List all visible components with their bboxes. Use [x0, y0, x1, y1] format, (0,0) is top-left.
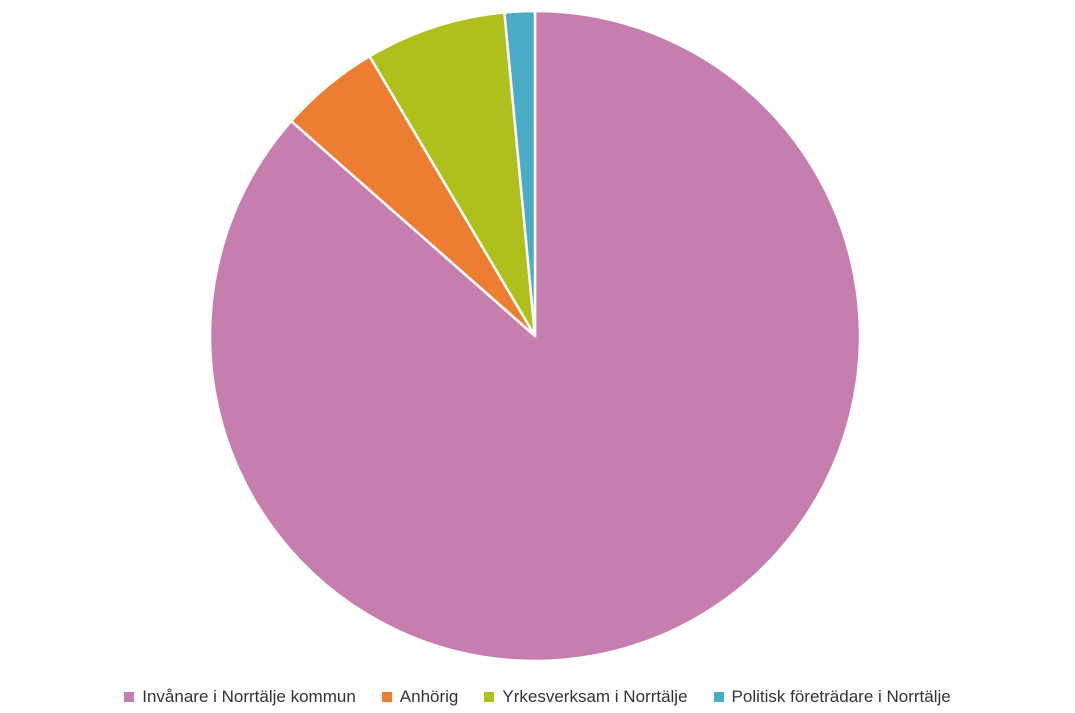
pie-slice-3	[368, 11, 537, 338]
pie-chart-svg	[208, 9, 862, 663]
legend-label: Yrkesverksam i Norrtälje	[502, 687, 688, 706]
pie-chart	[208, 9, 862, 663]
legend-label: Anhörig	[399, 687, 459, 706]
legend-swatch	[381, 692, 392, 702]
legend-item-1: Invånare i Norrtälje kommun	[124, 687, 356, 707]
legend-item-3: Yrkesverksam i Norrtälje	[484, 687, 688, 707]
legend-swatch	[713, 692, 724, 702]
pie-slice-4	[503, 9, 537, 338]
legend-label: Politisk företrädare i Norrtälje	[731, 687, 951, 706]
chart-legend: Invånare i Norrtälje kommun Anhörig Yrkesv…	[0, 684, 1075, 710]
legend-swatch	[124, 692, 135, 702]
legend-item-4: Politisk företrädare i Norrtälje	[713, 687, 951, 707]
legend-swatch	[484, 692, 495, 702]
legend-item-2: Anhörig	[381, 687, 459, 707]
legend-label: Invånare i Norrtälje kommun	[142, 687, 356, 706]
